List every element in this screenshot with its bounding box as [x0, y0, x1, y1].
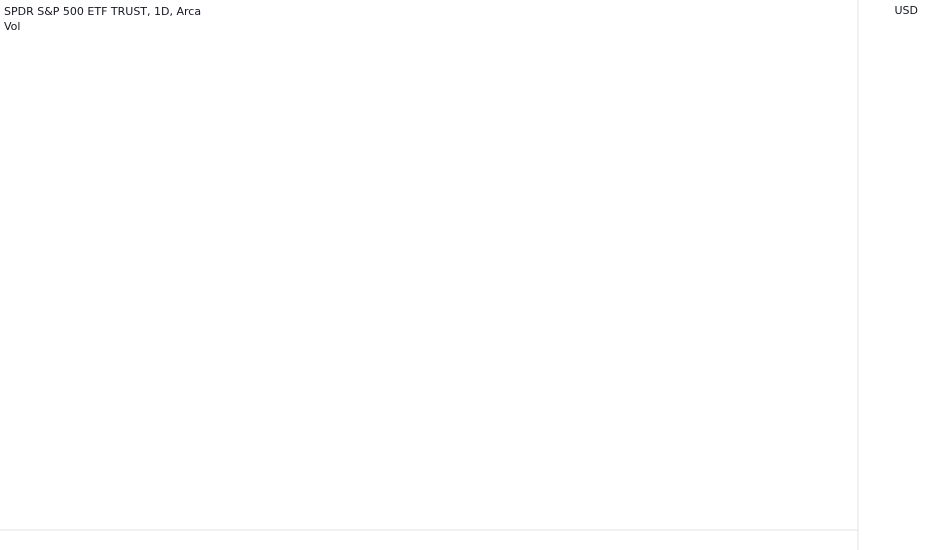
page: {"chart_data": { "type": "candlestick", …: [0, 0, 932, 550]
chart-title: SPDR S&P 500 ETF TRUST, 1D, Arca: [4, 5, 201, 18]
chart: SPDR S&P 500 ETF TRUST, 1D, Arca Vol USD: [0, 0, 932, 550]
background: [0, 0, 932, 550]
volume-title: Vol: [4, 20, 20, 33]
currency: USD: [894, 4, 918, 17]
